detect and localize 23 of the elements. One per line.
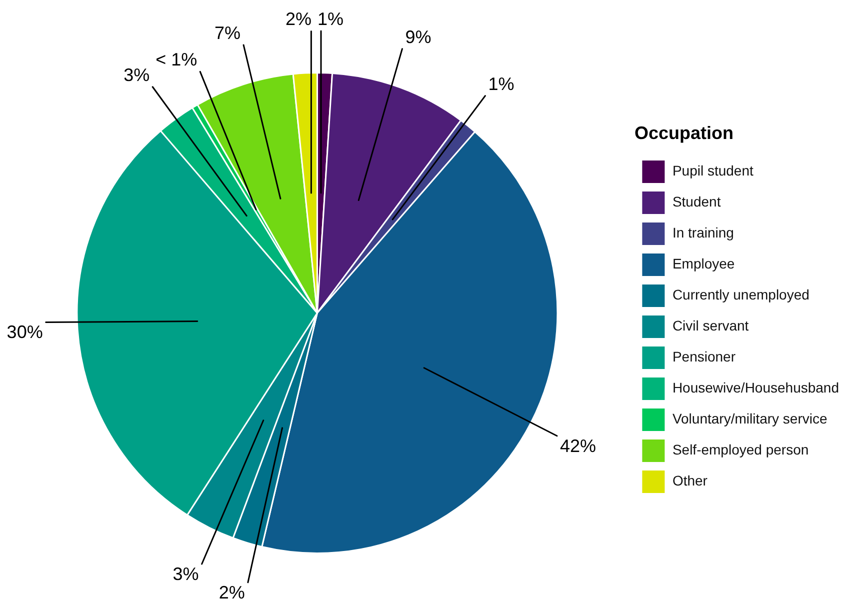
data-label: 9% [405, 26, 432, 47]
data-label: 1% [317, 9, 344, 30]
data-label: 30% [6, 322, 43, 342]
data-label: 2% [218, 582, 245, 602]
data-label: 3% [172, 564, 199, 584]
legend-label: Currently unemployed [672, 286, 810, 303]
legend-label: Employee [672, 256, 735, 272]
legend-label: Pupil student [672, 162, 754, 179]
data-label: 2% [285, 9, 312, 30]
data-label: 3% [124, 64, 150, 85]
legend-label: Pensioner [672, 348, 736, 365]
legend-label: Student [672, 194, 721, 210]
data-label: < 1% [156, 50, 198, 70]
legend-label: In training [672, 224, 734, 241]
legend-label: Self-employed person [672, 442, 809, 458]
legend-label: Other [672, 472, 708, 489]
data-label: 7% [214, 22, 241, 43]
legend-label: Civil servant [672, 318, 749, 334]
data-label: 42% [560, 436, 596, 456]
legend-label: Housewive/Househusband [672, 380, 840, 396]
data-label: 1% [488, 74, 514, 94]
legend-title: Occupation [634, 123, 734, 144]
legend-label: Voluntary/military service [672, 410, 828, 427]
